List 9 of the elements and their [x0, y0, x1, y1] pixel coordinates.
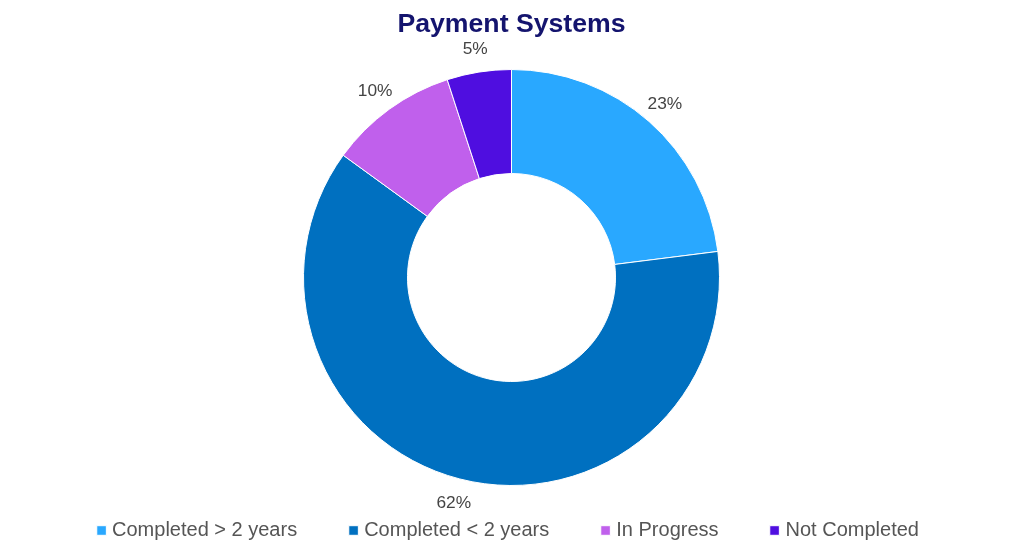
- data-label: 10%: [357, 79, 393, 100]
- data-label: 62%: [436, 492, 472, 513]
- chart-title: Payment Systems: [397, 7, 626, 38]
- legend-label: In Progress: [616, 518, 719, 541]
- legend-label: Not Completed: [785, 518, 919, 541]
- legend-label: Completed < 2 years: [364, 518, 550, 541]
- legend-label: Completed > 2 years: [112, 518, 298, 541]
- data-label: 5%: [462, 38, 488, 59]
- data-label: 23%: [647, 93, 683, 114]
